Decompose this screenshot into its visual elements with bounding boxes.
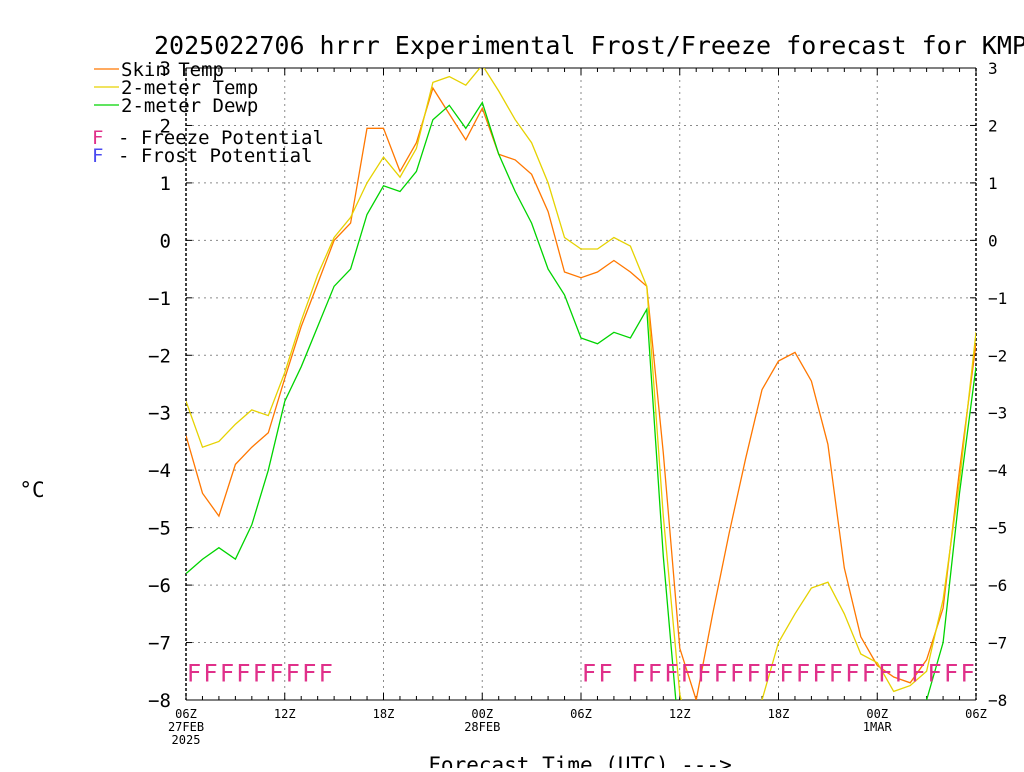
y-tick-label-left: 2 <box>160 115 171 137</box>
freeze-marker: F <box>779 659 793 687</box>
freeze-marker: F <box>960 659 974 687</box>
y-tick-label-left: −8 <box>148 690 171 712</box>
y-tick-label-right: 2 <box>988 116 998 135</box>
series-line-2-meter-temp <box>186 68 976 700</box>
y-tick-label-left: −6 <box>148 575 171 597</box>
x-tick-label: 06Z <box>570 707 592 721</box>
freeze-marker: F <box>911 659 925 687</box>
y-tick-label-right: 0 <box>988 231 998 250</box>
freeze-marker: F <box>318 659 332 687</box>
legend-label: - Freeze Potential <box>118 127 324 149</box>
x-tick-date-label: 27FEB <box>168 720 204 734</box>
freeze-marker: F <box>763 659 777 687</box>
freeze-marker: F <box>878 659 892 687</box>
freeze-marker: F <box>302 659 316 687</box>
freeze-marker: F <box>253 659 267 687</box>
legend-label: - Frost Potential <box>118 145 312 167</box>
legend-label: 2-meter Dewp <box>121 95 258 117</box>
y-tick-label-right: −6 <box>988 576 1007 595</box>
y-tick-label-right: −2 <box>988 346 1007 365</box>
legend-label: Skin Temp <box>121 59 224 81</box>
legend-marker-letter: F <box>92 145 103 167</box>
y-tick-label-right: −8 <box>988 691 1007 710</box>
freeze-marker: F <box>631 659 645 687</box>
x-tick-label: 00Z <box>866 707 888 721</box>
x-tick-date-label: 28FEB <box>464 720 500 734</box>
freeze-marker: F <box>746 659 760 687</box>
y-tick-label-left: −2 <box>148 345 171 367</box>
x-tick-label: 12Z <box>274 707 296 721</box>
legend-marker-letter: F <box>92 127 103 149</box>
freeze-marker: F <box>944 659 958 687</box>
freeze-marker: F <box>796 659 810 687</box>
freeze-marker: F <box>927 659 941 687</box>
freeze-marker: F <box>187 659 201 687</box>
y-tick-label-right: 3 <box>988 59 998 78</box>
y-tick-label-left: −4 <box>148 460 171 482</box>
y-tick-label-left: 0 <box>160 230 171 252</box>
x-tick-label: 06Z <box>965 707 987 721</box>
series-line-skin-temp <box>186 86 976 700</box>
y-tick-label-right: −1 <box>988 289 1007 308</box>
freeze-marker: F <box>598 659 612 687</box>
x-axis-label: Forecast Time (UTC) ---> <box>428 753 731 768</box>
freeze-marker: F <box>220 659 234 687</box>
y-tick-label-left: 1 <box>160 173 171 195</box>
freeze-marker: F <box>286 659 300 687</box>
y-tick-label-right: 1 <box>988 174 998 193</box>
y-tick-label-left: −5 <box>148 518 171 540</box>
chart-title: 2025022706 hrrr Experimental Frost/Freez… <box>154 31 1024 60</box>
freeze-marker: F <box>812 659 826 687</box>
legend-label: 2-meter Temp <box>121 77 258 99</box>
freeze-marker: F <box>829 659 843 687</box>
freeze-marker: F <box>236 659 250 687</box>
freeze-marker: F <box>713 659 727 687</box>
freeze-marker: F <box>894 659 908 687</box>
y-tick-label-left: 3 <box>160 58 171 80</box>
freeze-marker: F <box>582 659 596 687</box>
series-line-2-meter-dewp <box>186 100 976 700</box>
x-tick-label: 12Z <box>669 707 691 721</box>
x-tick-label: 18Z <box>768 707 790 721</box>
y-tick-label-right: −3 <box>988 404 1007 423</box>
freeze-marker: F <box>862 659 876 687</box>
y-tick-label-left: −3 <box>148 403 171 425</box>
x-tick-label: 06Z <box>175 707 197 721</box>
freeze-marker: F <box>203 659 217 687</box>
y-tick-label-right: −7 <box>988 634 1007 653</box>
y-tick-label-right: −4 <box>988 461 1007 480</box>
x-tick-label: 18Z <box>373 707 395 721</box>
freeze-marker: F <box>681 659 695 687</box>
y-tick-label-right: −5 <box>988 519 1007 538</box>
freeze-marker: F <box>648 659 662 687</box>
x-tick-date-label: 1MAR <box>863 720 893 734</box>
freeze-marker: F <box>730 659 744 687</box>
freeze-marker: F <box>697 659 711 687</box>
freeze-marker: F <box>845 659 859 687</box>
freeze-marker: F <box>664 659 678 687</box>
y-tick-label-left: −1 <box>148 288 171 310</box>
y-axis-label: °C <box>19 478 44 502</box>
x-tick-label: 00Z <box>471 707 493 721</box>
y-tick-label-left: −7 <box>148 633 171 655</box>
freeze-marker: F <box>269 659 283 687</box>
x-tick-year-label: 2025 <box>172 733 201 747</box>
